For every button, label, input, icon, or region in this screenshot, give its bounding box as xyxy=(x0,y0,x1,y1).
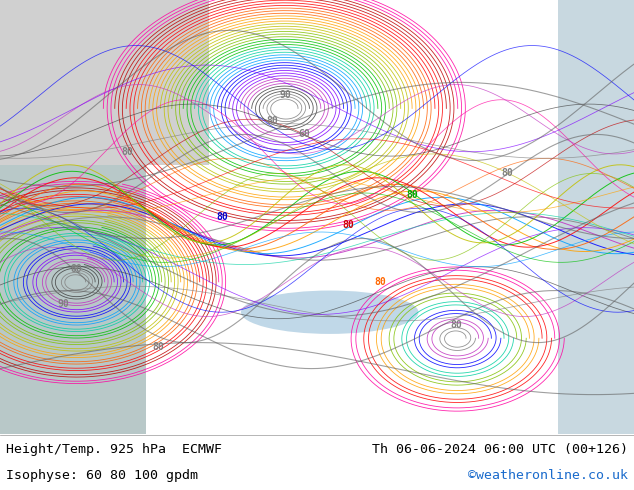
Text: 80: 80 xyxy=(343,220,354,230)
Text: 80: 80 xyxy=(153,342,164,352)
Text: 80: 80 xyxy=(501,169,513,178)
Text: ©weatheronline.co.uk: ©weatheronline.co.uk xyxy=(468,469,628,483)
Ellipse shape xyxy=(241,291,418,334)
Bar xyxy=(0,0,146,455)
Bar xyxy=(0,0,209,165)
Text: 80: 80 xyxy=(406,190,418,200)
Text: 80: 80 xyxy=(70,264,82,274)
Text: Height/Temp. 925 hPa  ECMWF: Height/Temp. 925 hPa ECMWF xyxy=(6,443,223,456)
Text: 90: 90 xyxy=(280,90,291,100)
Text: 80: 80 xyxy=(451,320,462,330)
Bar xyxy=(558,0,634,434)
Text: Isophyse: 60 80 100 gpdm: Isophyse: 60 80 100 gpdm xyxy=(6,469,198,483)
Text: 80: 80 xyxy=(267,117,278,126)
Text: 80: 80 xyxy=(216,212,228,222)
Text: 80: 80 xyxy=(121,147,133,157)
Text: 90: 90 xyxy=(58,298,69,309)
Text: Th 06-06-2024 06:00 UTC (00+126): Th 06-06-2024 06:00 UTC (00+126) xyxy=(372,443,628,456)
Text: 80: 80 xyxy=(375,277,386,287)
Text: 60: 60 xyxy=(299,129,310,140)
